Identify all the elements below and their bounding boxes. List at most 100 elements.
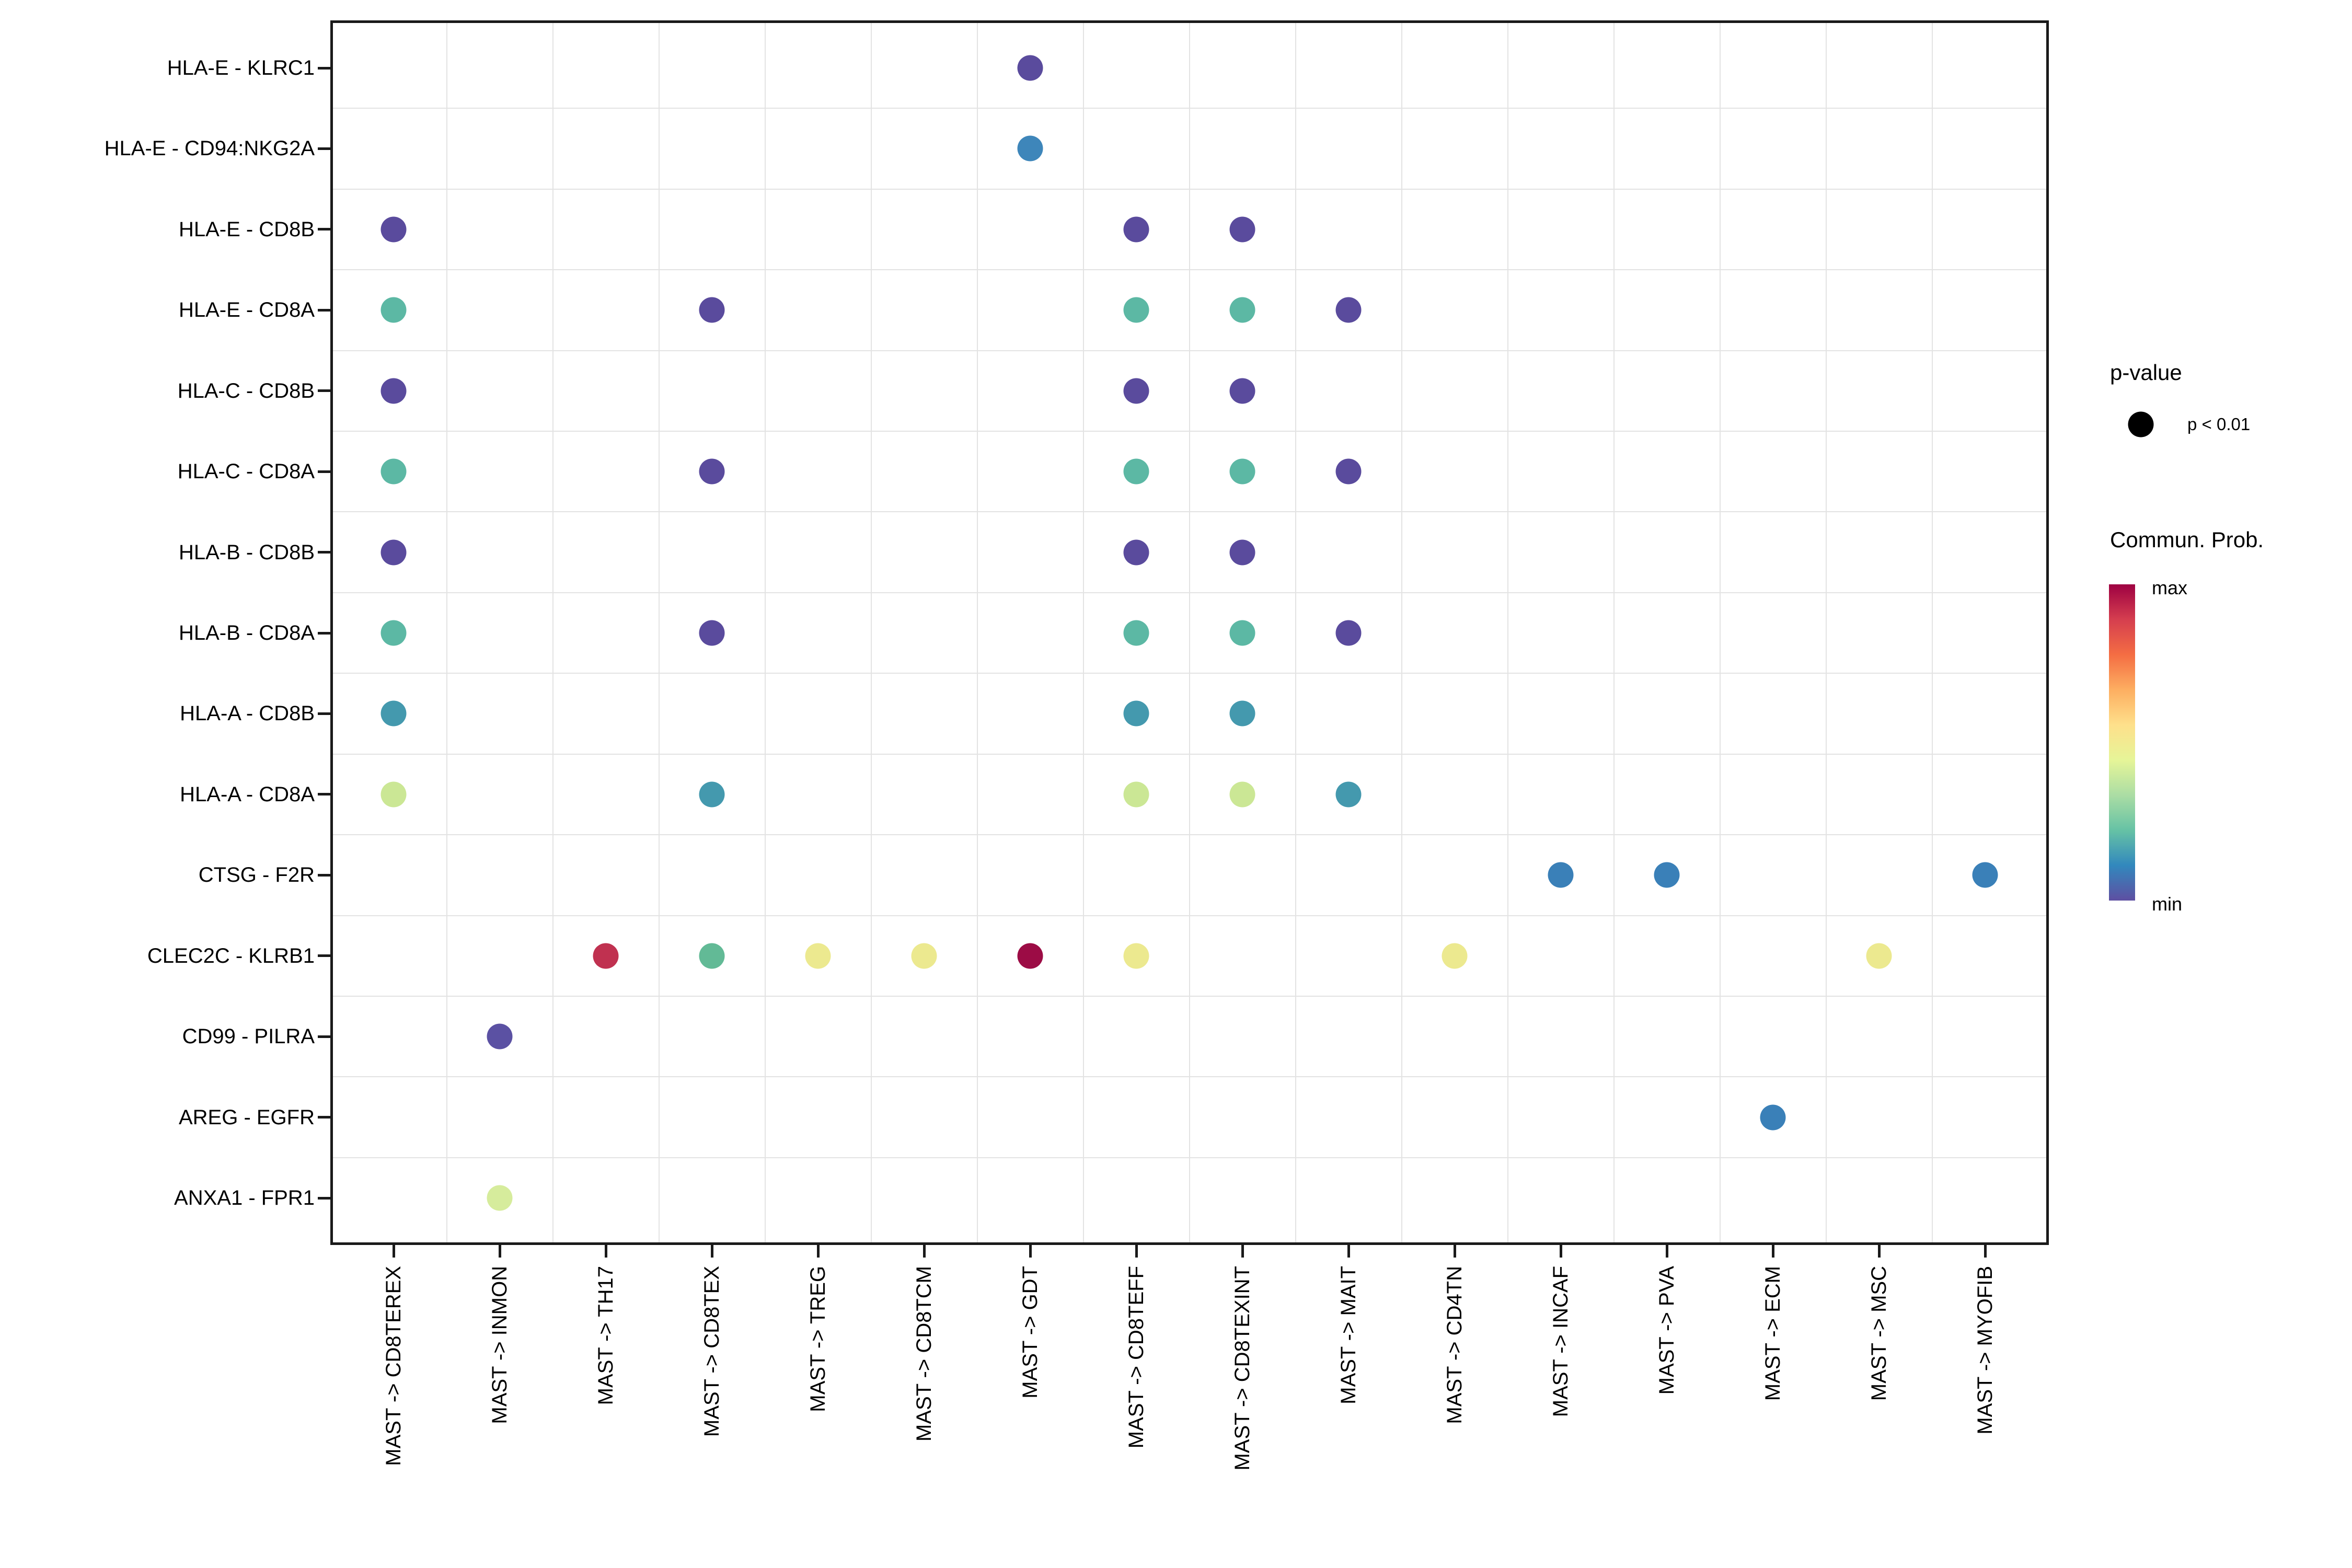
y-axis-label: CTSG - F2R — [198, 863, 315, 887]
data-point — [487, 1185, 513, 1211]
data-point — [1123, 781, 1149, 808]
data-point — [1229, 620, 1255, 646]
minor-gridline-horizontal — [333, 1076, 2046, 1078]
x-axis-label: MAST -> MAIT — [1337, 1266, 1360, 1404]
data-point — [593, 943, 619, 969]
minor-gridline-horizontal — [333, 592, 2046, 593]
colorbar-gradient — [2109, 584, 2135, 901]
data-point — [1017, 943, 1043, 969]
y-axis-label: HLA-B - CD8B — [178, 540, 315, 564]
minor-gridline-vertical — [1082, 23, 1084, 1242]
x-axis-tick — [498, 1245, 501, 1258]
data-point — [1229, 700, 1255, 727]
x-axis-label: MAST -> CD8TEFF — [1125, 1266, 1148, 1449]
minor-gridline-horizontal — [333, 269, 2046, 271]
y-axis-tick — [318, 631, 330, 635]
x-axis-label: MAST -> CD4TN — [1443, 1266, 1466, 1424]
minor-gridline-vertical — [658, 23, 660, 1242]
x-axis-tick — [1771, 1245, 1774, 1258]
x-axis-tick — [1877, 1245, 1881, 1258]
x-axis-label: MAST -> GDT — [1019, 1266, 1042, 1399]
data-point — [381, 620, 407, 646]
data-point — [805, 943, 831, 969]
x-axis-tick — [923, 1245, 926, 1258]
y-axis-tick — [318, 308, 330, 312]
data-point — [381, 458, 407, 485]
data-point — [1972, 862, 1998, 888]
y-axis-tick — [318, 793, 330, 796]
data-point — [381, 216, 407, 243]
colorbar-legend-title: Commun. Prob. — [2110, 527, 2264, 552]
minor-gridline-vertical — [1931, 23, 1933, 1242]
x-axis-tick — [1559, 1245, 1562, 1258]
minor-gridline-vertical — [1825, 23, 1827, 1242]
x-axis-tick — [1453, 1245, 1456, 1258]
x-axis-label: MAST -> CD8TEREX — [382, 1266, 405, 1466]
y-axis-label: CD99 - PILRA — [182, 1025, 315, 1048]
minor-gridline-horizontal — [333, 511, 2046, 513]
y-axis-tick — [318, 147, 330, 150]
y-axis-tick — [318, 470, 330, 473]
y-axis-label: HLA-A - CD8A — [180, 782, 315, 806]
data-point — [1017, 135, 1043, 162]
pvalue-legend-title: p-value — [2110, 360, 2182, 385]
y-axis-label: HLA-E - CD94:NKG2A — [104, 137, 315, 160]
data-point — [1123, 216, 1149, 243]
data-point — [487, 1023, 513, 1050]
data-point — [1335, 297, 1362, 323]
y-axis-label: HLA-A - CD8B — [180, 702, 315, 725]
data-point — [1123, 297, 1149, 323]
x-axis-tick — [816, 1245, 820, 1258]
minor-gridline-vertical — [1295, 23, 1296, 1242]
colorbar-max-label: max — [2152, 577, 2188, 598]
data-point — [699, 781, 725, 808]
data-point — [381, 297, 407, 323]
data-point — [1760, 1104, 1786, 1131]
pvalue-legend-item-label: p < 0.01 — [2187, 414, 2251, 434]
y-axis-label: HLA-C - CD8B — [177, 379, 315, 402]
y-axis-tick — [318, 873, 330, 877]
data-point — [1229, 297, 1255, 323]
x-axis-tick — [1665, 1245, 1668, 1258]
x-axis-tick — [1135, 1245, 1138, 1258]
y-axis-label: CLEC2C - KLRB1 — [147, 944, 315, 967]
x-axis-label: MAST -> INMON — [488, 1266, 511, 1424]
data-point — [1229, 539, 1255, 566]
minor-gridline-horizontal — [333, 1157, 2046, 1158]
data-point — [1229, 781, 1255, 808]
x-axis-label: MAST -> CD8TEXINT — [1231, 1266, 1254, 1471]
y-axis-label: HLA-E - CD8A — [178, 298, 315, 322]
minor-gridline-vertical — [870, 23, 872, 1242]
minor-gridline-vertical — [1719, 23, 1721, 1242]
y-axis-tick — [318, 228, 330, 231]
minor-gridline-horizontal — [333, 430, 2046, 432]
data-point — [699, 943, 725, 969]
data-point — [1123, 458, 1149, 485]
x-axis-tick — [392, 1245, 395, 1258]
minor-gridline-vertical — [1401, 23, 1402, 1242]
data-point — [1229, 378, 1255, 404]
data-point — [1123, 620, 1149, 646]
x-axis-label: MAST -> TH17 — [594, 1266, 617, 1405]
x-axis-label: MAST -> PVA — [1655, 1266, 1678, 1395]
data-point — [1335, 458, 1362, 485]
x-axis-label: MAST -> CD8TEX — [700, 1266, 723, 1437]
data-point — [699, 620, 725, 646]
data-point — [1229, 458, 1255, 485]
data-point — [1017, 55, 1043, 81]
minor-gridline-horizontal — [333, 915, 2046, 916]
minor-gridline-vertical — [552, 23, 554, 1242]
y-axis-label: HLA-C - CD8A — [177, 460, 315, 483]
data-point — [1442, 943, 1468, 969]
minor-gridline-vertical — [976, 23, 978, 1242]
y-axis-label: ANXA1 - FPR1 — [174, 1186, 315, 1210]
x-axis-tick — [1984, 1245, 1987, 1258]
x-axis-label: MAST -> ECM — [1761, 1266, 1784, 1401]
data-point — [381, 700, 407, 727]
minor-gridline-horizontal — [333, 834, 2046, 836]
data-point — [1548, 862, 1574, 888]
data-point — [1123, 700, 1149, 727]
data-point — [1123, 539, 1149, 566]
x-axis-tick — [1347, 1245, 1350, 1258]
